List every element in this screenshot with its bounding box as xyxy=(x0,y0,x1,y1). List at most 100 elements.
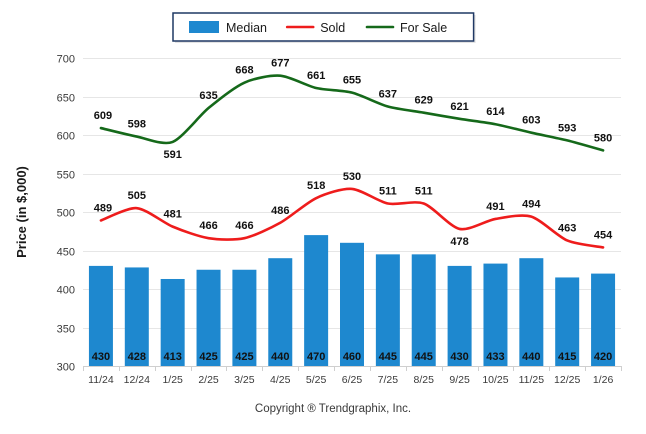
line-series-sold: 489 505 481 466 466 486 518 530 511 511 478 491 494 4… xyxy=(94,171,613,249)
bar-value-label: 445 xyxy=(415,351,433,363)
footer-copyright: Copyright ® Trendgraphix, Inc. xyxy=(255,403,411,415)
point-value-label: 609 xyxy=(94,110,112,122)
bar-10-25[interactable] xyxy=(483,263,508,366)
bar-6-25[interactable] xyxy=(340,242,364,366)
point-value-label: 494 xyxy=(522,199,541,211)
legend-swatch-median xyxy=(189,21,219,33)
y-tick-label-300: 300 xyxy=(57,362,75,374)
x-axis-label-1-25: 1/25 xyxy=(162,374,183,386)
legend-item-median[interactable]: Median xyxy=(189,21,267,35)
point-value-label: 530 xyxy=(343,171,361,183)
x-axis-label-11-25: 11/25 xyxy=(519,374,545,386)
bar-value-label: 440 xyxy=(522,351,540,363)
point-value-label: 661 xyxy=(307,70,325,82)
bar-value-label: 440 xyxy=(271,351,289,363)
bar-value-label: 433 xyxy=(486,351,504,363)
bar-1-25[interactable] xyxy=(160,278,185,366)
bar-7-25[interactable] xyxy=(375,254,400,366)
bar-5-25[interactable] xyxy=(304,235,329,366)
legend-item-sold[interactable]: Sold xyxy=(285,21,345,35)
bar-value-label: 425 xyxy=(199,351,217,363)
y-tick-label-450: 450 xyxy=(57,247,75,259)
bar-value-label: 415 xyxy=(558,351,576,363)
point-value-label: 511 xyxy=(379,186,397,198)
x-axis-label-1-26: 1/26 xyxy=(593,374,614,386)
x-axis-label-12-25: 12/25 xyxy=(554,374,580,386)
point-value-label: 655 xyxy=(343,75,361,87)
point-value-label: 593 xyxy=(558,122,576,134)
bar-series-median: 430 428 413 425 425 440 470 460 445 445 430 433 440 4… xyxy=(88,235,616,366)
bar-value-label: 445 xyxy=(379,351,397,363)
legend-label: Median xyxy=(226,21,267,35)
point-value-label: 511 xyxy=(415,186,433,198)
bar-12-24[interactable] xyxy=(124,267,149,366)
y-tick-label-600: 600 xyxy=(57,131,75,143)
point-value-label: 518 xyxy=(307,180,325,192)
x-axis-label-2-25: 2/25 xyxy=(198,374,219,386)
bar-value-label: 430 xyxy=(450,351,468,363)
legend-label: Sold xyxy=(320,21,345,35)
bar-value-label: 420 xyxy=(594,351,612,363)
point-value-label: 637 xyxy=(379,89,397,101)
point-value-label: 478 xyxy=(450,236,468,248)
legend-label: For Sale xyxy=(400,21,447,35)
chart-legend: Median Sold For Sale xyxy=(172,12,476,43)
x-axis-label-6-25: 6/25 xyxy=(342,374,363,386)
point-value-label: 466 xyxy=(235,220,253,232)
bar-value-label: 425 xyxy=(235,351,253,363)
y-tick-label-500: 500 xyxy=(57,208,75,220)
point-value-label: 463 xyxy=(558,222,576,234)
point-value-label: 598 xyxy=(128,119,146,131)
x-axis-label-10-25: 10/25 xyxy=(482,374,508,386)
x-axis-label-8-25: 8/25 xyxy=(414,374,435,386)
x-axis-label-9-25: 9/25 xyxy=(449,374,470,386)
point-value-label: 505 xyxy=(128,190,146,202)
point-value-label: 603 xyxy=(522,115,540,127)
y-tick-label-550: 550 xyxy=(57,170,75,182)
bar-value-label: 428 xyxy=(128,351,146,363)
point-value-label: 481 xyxy=(163,209,181,221)
x-axis-label-5-25: 5/25 xyxy=(306,374,327,386)
bar-11-25[interactable] xyxy=(519,258,544,366)
legend-box xyxy=(172,12,475,42)
bar-value-label: 460 xyxy=(343,351,361,363)
bar-8-25[interactable] xyxy=(411,254,436,366)
x-axis-label-7-25: 7/25 xyxy=(378,374,399,386)
point-value-label: 635 xyxy=(199,90,217,102)
point-value-label: 668 xyxy=(235,65,253,77)
point-value-label: 454 xyxy=(594,229,613,241)
point-value-label: 491 xyxy=(486,201,504,213)
bar-value-label: 470 xyxy=(307,351,325,363)
point-value-label: 580 xyxy=(594,132,612,144)
point-value-label: 621 xyxy=(450,101,468,113)
y-tick-label-650: 650 xyxy=(57,93,75,105)
y-tick-label-700: 700 xyxy=(57,54,75,66)
x-axis-label-4-25: 4/25 xyxy=(270,374,291,386)
bar-value-label: 413 xyxy=(163,351,181,363)
point-value-label: 629 xyxy=(415,95,433,107)
bar-12-25[interactable] xyxy=(555,277,580,366)
line-path[interactable] xyxy=(99,187,605,249)
bar-4-25[interactable] xyxy=(268,258,293,366)
point-value-label: 486 xyxy=(271,205,289,217)
point-value-label: 489 xyxy=(94,202,112,214)
line-series-for-sale: 609 598 591 635 668 677 661 655 637 629 621 614 603 5… xyxy=(94,58,612,161)
line-path[interactable] xyxy=(99,74,605,152)
legend-item-for-sale[interactable]: For Sale xyxy=(365,21,447,35)
point-value-label: 614 xyxy=(486,106,505,118)
point-value-label: 466 xyxy=(199,220,217,232)
y-tick-label-400: 400 xyxy=(57,285,75,297)
x-axis-label-11-24: 11/24 xyxy=(88,374,114,386)
y-axis-title: Price (in $,000) xyxy=(14,166,29,258)
y-tick-label-350: 350 xyxy=(57,324,75,336)
point-value-label: 677 xyxy=(271,58,289,70)
bar-9-25[interactable] xyxy=(447,265,472,366)
point-value-label: 591 xyxy=(163,149,181,161)
bar-3-25[interactable] xyxy=(232,269,257,366)
bar-2-25[interactable] xyxy=(196,269,221,366)
bar-1-26[interactable] xyxy=(591,273,616,366)
x-axis-label-12-24: 12/24 xyxy=(124,374,150,386)
bar-11-24[interactable] xyxy=(88,265,113,366)
